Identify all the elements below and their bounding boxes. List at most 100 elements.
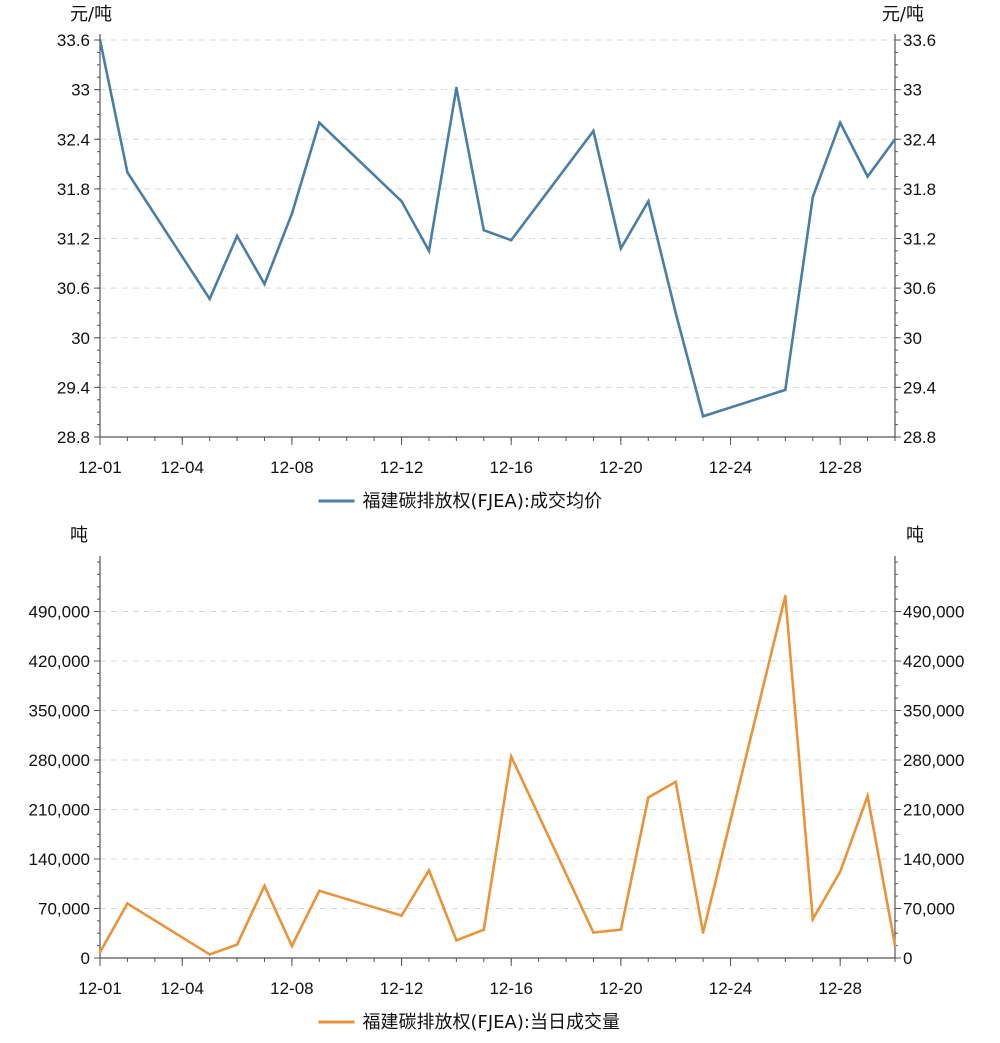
data-point <box>235 234 239 238</box>
x-tick-label: 12-28 <box>818 979 861 998</box>
x-tick-label: 12-04 <box>160 458 203 477</box>
data-point <box>619 928 623 932</box>
y-tick-label-left: 32.4 <box>57 130 90 149</box>
data-point <box>455 86 458 90</box>
y-tick-label-right: 0 <box>903 949 912 968</box>
y-tick-label-right: 33.6 <box>903 31 936 50</box>
data-point <box>208 297 211 301</box>
chart-2: 0 0 70,000 70,000 140,000 140,000 210,000 210,0… <box>29 525 965 1033</box>
data-point <box>290 944 294 948</box>
data-point <box>784 594 787 598</box>
data-point <box>893 137 897 141</box>
data-point <box>509 755 513 758</box>
y-tick-label-left: 30 <box>71 329 90 348</box>
data-point <box>126 902 129 905</box>
data-point <box>811 917 815 921</box>
data-point <box>318 121 321 125</box>
y-tick-label-left: 280,000 <box>29 751 90 770</box>
data-point <box>509 238 513 242</box>
data-point <box>482 228 486 232</box>
data-point <box>646 796 650 799</box>
data-point <box>838 121 842 125</box>
data-point <box>126 171 129 174</box>
data-point <box>290 212 294 215</box>
y-tick-label-left: 31.8 <box>57 180 90 199</box>
data-point <box>784 388 787 392</box>
data-point <box>400 914 403 917</box>
y-tick-label-left: 29.4 <box>57 378 90 397</box>
y-tick-label-left: 28.8 <box>57 428 90 447</box>
data-point <box>592 931 595 934</box>
chart-1: 28.8 28.8 29.4 29.4 30 30 30.6 30.6 31.2 31.2 31.8… <box>57 4 936 512</box>
y-tick-label-right: 490,000 <box>903 603 964 622</box>
y-tick-label-left: 33.6 <box>57 31 90 50</box>
y-tick-label-right: 70,000 <box>903 900 955 919</box>
data-point <box>866 175 869 178</box>
data-point <box>838 870 842 874</box>
data-point <box>235 943 239 946</box>
series-line <box>98 595 897 956</box>
y-unit-right: 元/吨 <box>882 4 924 25</box>
x-tick-label: 12-08 <box>270 979 313 998</box>
data-point <box>866 794 869 798</box>
data-point <box>427 869 431 872</box>
y-tick-label-left: 490,000 <box>29 603 90 622</box>
legend-label: 福建碳排放权(FJEA):成交均价 <box>363 491 602 512</box>
y-tick-label-right: 30.6 <box>903 279 936 298</box>
data-point <box>98 38 102 42</box>
y-tick-label-right: 420,000 <box>903 652 964 671</box>
data-point <box>592 129 595 133</box>
y-tick-label-left: 33 <box>71 81 90 100</box>
y-tick-label-right: 31.2 <box>903 230 936 249</box>
series-line <box>98 39 897 418</box>
x-tick-label: 12-16 <box>489 458 532 477</box>
legend: 福建碳排放权(FJEA):当日成交量 <box>318 1012 620 1033</box>
data-point <box>482 928 486 932</box>
y-unit-left: 元/吨 <box>70 4 112 25</box>
data-point <box>674 311 677 315</box>
y-unit-right: 吨 <box>906 525 924 546</box>
x-tick-label: 12-12 <box>380 458 423 477</box>
y-tick-label-left: 420,000 <box>29 652 90 671</box>
x-tick-label: 12-01 <box>78 979 121 998</box>
data-point <box>98 951 102 954</box>
x-tick-label: 12-24 <box>709 458 752 477</box>
legend-label: 福建碳排放权(FJEA):当日成交量 <box>363 1012 620 1033</box>
y-tick-label-left: 31.2 <box>57 230 90 249</box>
x-tick-label: 12-24 <box>709 979 752 998</box>
y-tick-label-left: 0 <box>81 949 90 968</box>
x-tick-label: 12-04 <box>160 979 203 998</box>
y-tick-label-left: 210,000 <box>29 801 90 820</box>
data-point <box>318 889 321 893</box>
x-tick-label: 12-01 <box>78 458 121 477</box>
y-tick-label-right: 33 <box>903 81 922 100</box>
data-point <box>701 415 705 418</box>
y-tick-label-right: 350,000 <box>903 702 964 721</box>
legend: 福建碳排放权(FJEA):成交均价 <box>318 491 602 512</box>
data-point <box>427 249 431 253</box>
y-tick-label-left: 70,000 <box>38 900 90 919</box>
x-tick-label: 12-28 <box>818 458 861 477</box>
y-tick-label-right: 31.8 <box>903 180 936 199</box>
y-tick-label-left: 30.6 <box>57 279 90 298</box>
y-tick-label-right: 30 <box>903 329 922 348</box>
y-tick-label-right: 210,000 <box>903 801 964 820</box>
data-point <box>208 953 211 956</box>
x-tick-label: 12-20 <box>599 458 642 477</box>
data-point <box>263 884 266 888</box>
data-point <box>455 939 458 942</box>
y-tick-label-right: 28.8 <box>903 428 936 447</box>
data-point <box>646 199 650 203</box>
x-tick-label: 12-16 <box>489 979 532 998</box>
x-tick-label: 12-08 <box>270 458 313 477</box>
data-point <box>811 195 815 199</box>
y-tick-label-left: 140,000 <box>29 850 90 869</box>
x-tick-label: 12-20 <box>599 979 642 998</box>
y-tick-label-left: 350,000 <box>29 702 90 721</box>
y-unit-left: 吨 <box>70 525 88 546</box>
data-point <box>701 931 705 934</box>
y-tick-label-right: 32.4 <box>903 130 936 149</box>
y-tick-label-right: 29.4 <box>903 378 936 397</box>
data-point <box>674 780 677 784</box>
